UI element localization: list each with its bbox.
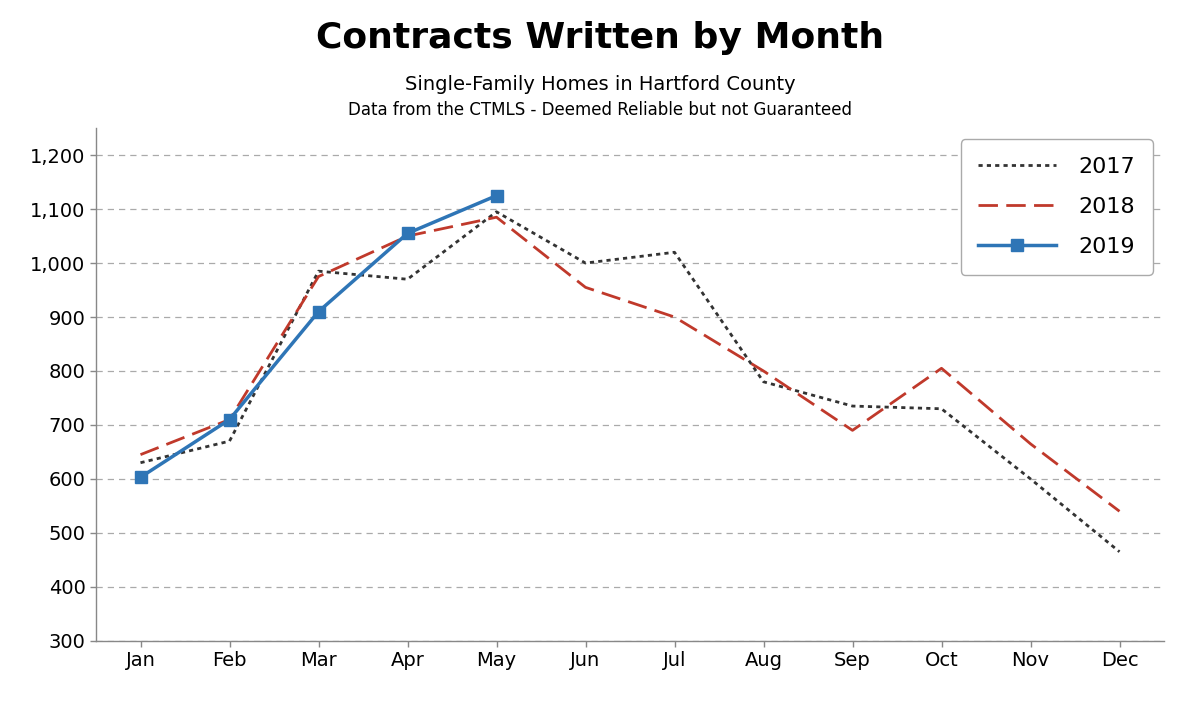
- Text: Data from the CTMLS - Deemed Reliable but not Guaranteed: Data from the CTMLS - Deemed Reliable bu…: [348, 101, 852, 119]
- 2017: [756, 377, 770, 386]
- Line: 2019: 2019: [134, 190, 502, 483]
- 2017: [222, 437, 236, 446]
- 2018: [578, 283, 593, 292]
- 2017: [935, 404, 949, 413]
- 2019: [222, 415, 236, 424]
- Line: 2018: 2018: [140, 217, 1120, 511]
- 2018: [845, 426, 859, 434]
- 2018: [756, 367, 770, 375]
- Text: Single-Family Homes in Hartford County: Single-Family Homes in Hartford County: [404, 75, 796, 94]
- 2018: [311, 272, 325, 281]
- Text: Contracts Written by Month: Contracts Written by Month: [316, 21, 884, 56]
- 2019: [311, 308, 325, 316]
- 2018: [490, 213, 504, 221]
- 2018: [133, 451, 148, 459]
- 2018: [222, 415, 236, 424]
- 2019: [401, 229, 415, 238]
- 2017: [1112, 548, 1127, 556]
- 2018: [1024, 439, 1038, 448]
- 2017: [401, 275, 415, 283]
- 2017: [133, 459, 148, 467]
- 2019: [133, 473, 148, 481]
- 2018: [935, 364, 949, 372]
- 2017: [578, 258, 593, 267]
- 2019: [490, 192, 504, 200]
- 2017: [490, 207, 504, 216]
- 2017: [667, 248, 682, 256]
- 2018: [401, 232, 415, 241]
- 2017: [311, 267, 325, 276]
- 2017: [845, 402, 859, 410]
- Line: 2017: 2017: [140, 211, 1120, 552]
- 2017: [1024, 475, 1038, 483]
- 2018: [667, 313, 682, 321]
- Legend: 2017, 2018, 2019: 2017, 2018, 2019: [961, 140, 1153, 275]
- 2018: [1112, 507, 1127, 515]
